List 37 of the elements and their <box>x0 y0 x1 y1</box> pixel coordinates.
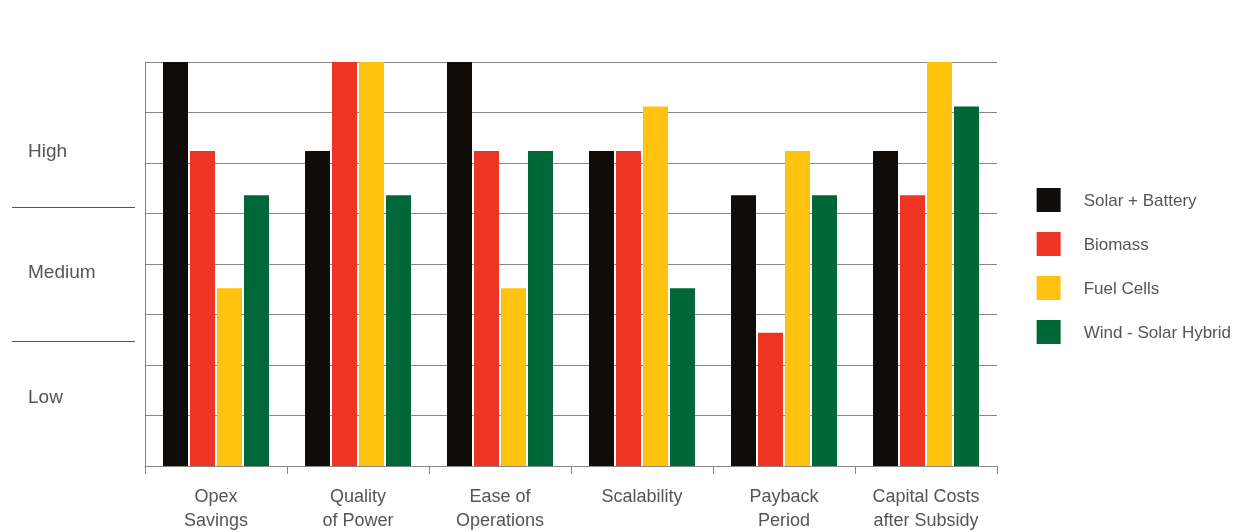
bar <box>386 195 411 466</box>
x-tick-label: Payback Period <box>749 486 820 530</box>
bar <box>873 150 898 466</box>
x-tick-label: Ease of Operations <box>455 486 545 530</box>
bar <box>758 332 783 466</box>
bar <box>927 62 952 466</box>
legend-label: Solar + Battery <box>1083 190 1198 210</box>
bar <box>305 150 330 466</box>
bar <box>731 195 756 466</box>
legend-label: Fuel Cells <box>1083 278 1160 298</box>
x-tick-label: Scalability <box>601 486 683 506</box>
bar <box>616 150 641 466</box>
bar <box>244 195 269 466</box>
x-tick-label: Quality of Power <box>322 486 394 530</box>
bar <box>359 62 384 466</box>
bar <box>474 150 499 466</box>
bar <box>589 150 614 466</box>
bar <box>785 150 810 466</box>
bar <box>190 150 215 466</box>
text: Low <box>28 386 64 408</box>
bar <box>163 62 188 466</box>
bar <box>900 195 925 466</box>
x-tick-label: Opex Savings <box>183 486 249 530</box>
x-tick-label: Capital Costs after Subsidy <box>872 486 980 530</box>
bar <box>954 106 979 466</box>
bar <box>447 62 472 466</box>
bar <box>812 195 837 466</box>
bar <box>528 150 553 466</box>
text: Medium <box>28 261 96 283</box>
legend-label: Wind - Solar Hybrid <box>1083 322 1231 342</box>
text: High <box>28 139 68 161</box>
bar <box>643 106 668 466</box>
bar <box>217 288 242 466</box>
bar <box>501 288 526 466</box>
legend-label: Biomass <box>1083 234 1149 254</box>
bar <box>670 288 695 466</box>
bar <box>332 62 357 466</box>
